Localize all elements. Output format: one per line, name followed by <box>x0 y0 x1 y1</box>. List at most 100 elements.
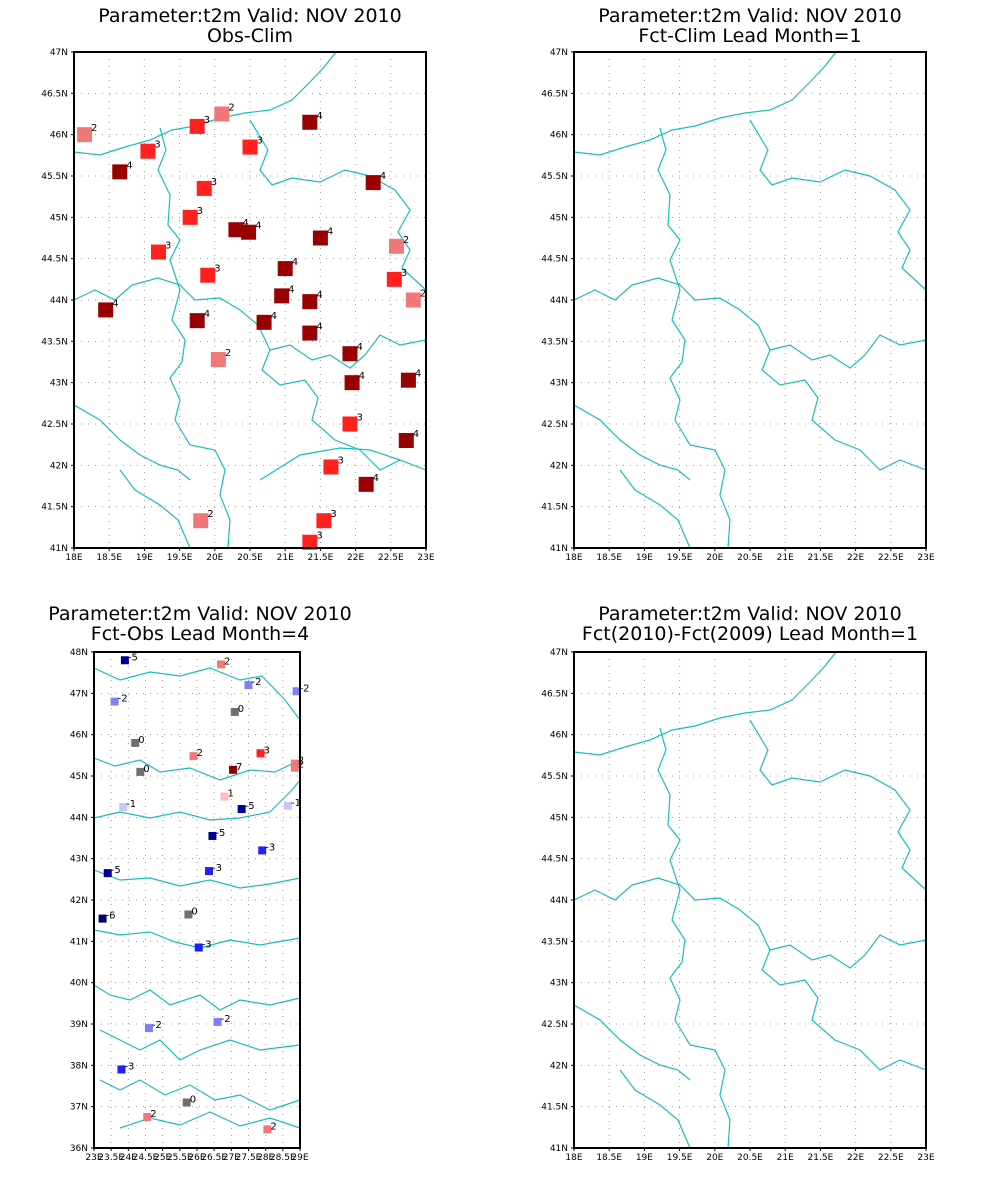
panel3-station-value: -1 <box>126 799 136 810</box>
panel1-station-marker <box>256 314 272 330</box>
panel1-station-marker <box>302 534 318 550</box>
panel3-station-marker <box>131 738 140 747</box>
panel1-station-value: 2 <box>228 103 234 114</box>
panel1-station-marker <box>302 325 318 341</box>
panel2-frame <box>573 51 927 549</box>
panel3-station-marker <box>189 752 198 761</box>
panel1-station-value: 3 <box>356 413 362 424</box>
panel3-station-value: 2 <box>150 1109 156 1120</box>
panel1-station-value: 3 <box>204 115 210 126</box>
panel3-ytick-label: 46N <box>70 731 88 741</box>
panel4-title-line1: Parameter:t2m Valid: NOV 2010 <box>598 603 901 625</box>
panel1-station-value: 4 <box>242 218 248 229</box>
panel1-station-marker <box>358 476 374 492</box>
panel2-xtick-label: 19.5E <box>667 553 693 563</box>
panel1-station-marker <box>112 164 128 180</box>
panel3-station-marker <box>213 1017 222 1026</box>
panel3-station-marker <box>98 914 107 923</box>
panel1-station-value: 3 <box>211 177 217 188</box>
panel1-xtick-label: 22E <box>347 553 364 563</box>
panel3-station-value: -3 <box>265 842 275 853</box>
panel1-station-marker <box>210 352 226 368</box>
panel3-ytick-label: 36N <box>70 1144 88 1154</box>
panel4-xtick-label: 19E <box>636 1153 653 1163</box>
panel3-station-value: -5 <box>128 652 138 663</box>
panel1-station-marker <box>189 118 205 134</box>
panel1-ytick-label: 41N <box>50 544 68 554</box>
panel4-xtick-label: 23E <box>917 1153 934 1163</box>
panel3-station-value: 2 <box>224 656 230 667</box>
panel1-ytick-label: 44.5N <box>41 255 68 265</box>
panel1-station-value: 2 <box>225 348 231 359</box>
panel4-xtick-label: 18E <box>565 1153 582 1163</box>
panel1-station-marker <box>150 244 166 260</box>
panel1-station-value: 4 <box>204 309 210 320</box>
panel3-xtick-label: 25E <box>154 1153 171 1163</box>
panel3-title-line1: Parameter:t2m Valid: NOV 2010 <box>48 603 351 625</box>
panel3-station-marker <box>103 869 112 878</box>
panel4-ytick-label: 44N <box>550 896 568 906</box>
panel3-station-value: 2 <box>270 1121 276 1132</box>
panel3-station-value: -2 <box>221 1014 231 1025</box>
panel4-ytick-label: 41.5N <box>541 1103 568 1113</box>
panel4-ytick-label: 42N <box>550 1061 568 1071</box>
panel3-station-value: 2 <box>197 748 203 759</box>
panel1-title-line2: Obs-Clim <box>207 25 293 47</box>
panel3-station-value: -2 <box>118 694 128 705</box>
panel3-ytick-label: 41N <box>70 937 88 947</box>
panel3-station-marker <box>230 707 239 716</box>
panel3-station-value: -5 <box>111 865 121 876</box>
panel1-station-marker <box>214 106 230 122</box>
panel4-ytick-label: 42.5N <box>541 1020 568 1030</box>
panel3-station-marker <box>237 805 246 814</box>
panel1-xtick-label: 18E <box>65 553 82 563</box>
panel1-station-value: 4 <box>112 298 118 309</box>
panel1-station-value: 4 <box>126 160 132 171</box>
panel1-station-marker <box>312 230 328 246</box>
panel1-station-marker <box>193 513 209 529</box>
panel1-station-value: 4 <box>271 311 277 322</box>
panel2-title-line1: Parameter:t2m Valid: NOV 2010 <box>598 5 901 27</box>
panel2-ytick-label: 42.5N <box>541 420 568 430</box>
panel3-station-value: -3 <box>124 1061 134 1072</box>
panel3-station-marker <box>217 660 226 669</box>
panel1-station-value: 3 <box>316 531 322 542</box>
panel1-ytick-label: 41.5N <box>41 503 68 513</box>
panel3-ytick-label: 39N <box>70 1020 88 1030</box>
panel2-ytick-label: 43N <box>550 379 568 389</box>
panel1-xtick-label: 18.5E <box>96 553 122 563</box>
panel3-station-marker <box>182 1098 191 1107</box>
panel3-xtick-label: 28.5E <box>270 1153 296 1163</box>
panel3-station-value: 0 <box>191 906 197 917</box>
panel1-xtick-label: 19E <box>136 553 153 563</box>
panel2-ytick-label: 44.5N <box>541 255 568 265</box>
panel4-ytick-label: 41N <box>550 1144 568 1154</box>
panel1-station-value: 4 <box>413 429 419 440</box>
panel2-xtick-label: 21.5E <box>808 553 834 563</box>
panel1-station-marker <box>302 294 318 310</box>
panel1-ytick-label: 42.5N <box>41 420 68 430</box>
panel1-station-marker <box>274 288 290 304</box>
panel1-station-value: 3 <box>401 268 407 279</box>
panel2-ytick-label: 47N <box>550 48 568 58</box>
panel3-ytick-label: 38N <box>70 1061 88 1071</box>
panel1-station-marker <box>189 313 205 329</box>
panel1-station-marker <box>342 346 358 362</box>
panel4-ytick-label: 43N <box>550 979 568 989</box>
panel1-station-value: 4 <box>373 473 379 484</box>
panel3-ytick-label: 40N <box>70 979 88 989</box>
panel2-ytick-label: 41.5N <box>541 503 568 513</box>
panel4-xtick-label: 22.5E <box>878 1153 904 1163</box>
panel1-station-value: 3 <box>165 241 171 252</box>
panel2-xtick-label: 22E <box>847 553 864 563</box>
panel3-station-marker <box>110 697 119 706</box>
panel3-station-marker <box>283 801 292 810</box>
panel3-title-line2: Fct-Obs Lead Month=4 <box>91 623 309 645</box>
panel1-station-value: 3 <box>214 264 220 275</box>
panel4-ytick-label: 43.5N <box>541 937 568 947</box>
panel3-station-marker <box>256 749 265 758</box>
panel3-station-marker <box>292 687 301 696</box>
panel2-ytick-label: 44N <box>550 296 568 306</box>
panel3-station-marker <box>220 792 229 801</box>
